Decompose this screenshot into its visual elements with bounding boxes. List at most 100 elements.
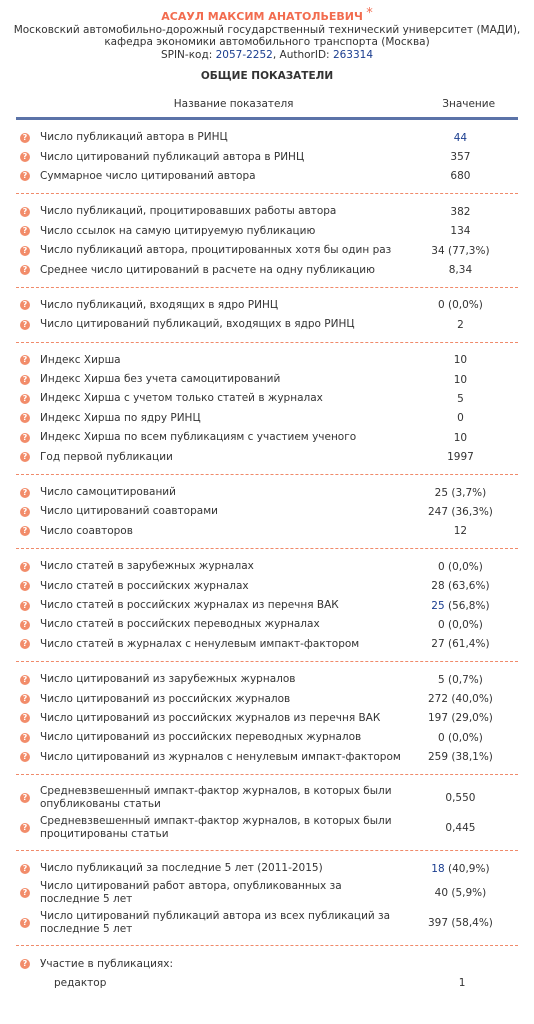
help-icon[interactable]	[20, 581, 30, 592]
label: редактор	[54, 976, 107, 989]
help-icon[interactable]	[20, 888, 30, 899]
share: (56,8%)	[448, 599, 490, 612]
row: Число публикаций за последние 5 лет (201…	[16, 859, 518, 878]
help-icon[interactable]	[20, 674, 30, 685]
help-icon[interactable]	[20, 171, 30, 182]
share: (0,0%)	[448, 560, 483, 573]
value: 34	[431, 244, 445, 257]
value-cell: 247 (36,3%)	[403, 506, 518, 518]
mark: *	[366, 6, 373, 21]
help-icon[interactable]	[20, 639, 30, 650]
help-icon[interactable]	[20, 752, 30, 763]
label: Число цитирований публикаций автора из в…	[40, 910, 391, 936]
row: Число цитирований из зарубежных журналов…	[16, 670, 518, 689]
row: Число цитирований соавторами 247 (36,3%)	[16, 502, 518, 521]
help-icon[interactable]	[20, 413, 30, 424]
value-cell: 680	[403, 170, 518, 182]
row: Число статей в российских журналах из пе…	[16, 596, 518, 615]
value: 8,34	[448, 264, 473, 277]
help-icon[interactable]	[20, 863, 30, 874]
help-icon[interactable]	[20, 393, 30, 404]
help-icon[interactable]	[20, 245, 30, 256]
value-cell: 134	[403, 225, 518, 237]
value: 1997	[447, 451, 474, 464]
value: 0,445	[445, 821, 476, 834]
value-cell: 0 (0,0%)	[403, 561, 518, 573]
label: Число цитирований из журналов с ненулевы…	[40, 750, 401, 763]
help-icon[interactable]	[20, 561, 30, 572]
help-icon[interactable]	[20, 300, 30, 311]
value[interactable]: 25	[431, 599, 445, 612]
author-name[interactable]: АСАУЛ МАКСИМ АНАТОЛЬЕВИЧ	[161, 10, 363, 23]
value-cell: 12	[403, 525, 518, 537]
spin-label: SPIN-код:	[160, 48, 216, 61]
help-icon[interactable]	[20, 487, 30, 498]
author-label: , AuthorID:	[272, 48, 333, 61]
label: Индекс Хирша по ядру РИНЦ	[40, 411, 201, 424]
share: (38,1%)	[451, 751, 493, 764]
group: Число публикаций, входящих в ядро РИНЦ 0 …	[16, 288, 518, 343]
value: 272	[427, 693, 449, 706]
help-icon[interactable]	[20, 918, 30, 929]
row: Число публикаций, процитировавших работы…	[16, 202, 518, 221]
group: Число цитирований из зарубежных журналов…	[16, 662, 518, 775]
help-icon[interactable]	[20, 226, 30, 237]
value-cell: 5 (0,7%)	[403, 674, 518, 686]
label: Число статей в российских журналах из пе…	[40, 599, 339, 611]
row: Число статей в российских переводных жур…	[16, 615, 518, 634]
row: Число публикаций, входящих в ядро РИНЦ 0 …	[16, 296, 518, 315]
row: Число статей в зарубежных журналах 0 (0,0…	[16, 557, 518, 576]
row: Число публикаций автора, процитированных…	[16, 241, 518, 260]
row: редактор 1	[16, 974, 518, 993]
spin[interactable]: 2057-2252	[215, 48, 273, 61]
row: Индекс Хирша 10	[16, 351, 518, 370]
help-icon[interactable]	[20, 355, 30, 366]
value-cell: 25 (3,7%)	[403, 487, 518, 499]
help-icon[interactable]	[20, 506, 30, 517]
group: Участие в публикациях: редактор 1	[16, 946, 518, 1000]
value-cell: 27 (61,4%)	[403, 638, 518, 650]
group: Средневзвешенный импакт-фактор журналов,…	[16, 775, 518, 851]
help-icon[interactable]	[20, 619, 30, 630]
help-icon[interactable]	[20, 374, 30, 385]
label: Средневзвешенный импакт-фактор журналов,…	[40, 784, 392, 810]
help-icon[interactable]	[20, 432, 30, 443]
org-line: кафедра экономики автомобильного транспо…	[104, 36, 430, 48]
help-icon[interactable]	[20, 526, 30, 537]
share: (40,0%)	[451, 693, 493, 706]
label: Число цитирований соавторами	[40, 505, 218, 518]
value: 10	[453, 373, 468, 386]
row: Средневзвешенный импакт-фактор журналов,…	[16, 813, 518, 843]
value: 0,550	[445, 791, 476, 804]
help-icon[interactable]	[20, 822, 30, 833]
share: (3,7%)	[451, 486, 487, 499]
help-icon[interactable]	[20, 792, 30, 803]
help-icon[interactable]	[20, 694, 30, 705]
label: Число цитирований из российских журналов	[40, 692, 291, 705]
help-icon[interactable]	[20, 152, 30, 163]
help-icon[interactable]	[20, 713, 30, 724]
value-cell: 272 (40,0%)	[403, 693, 518, 705]
row: Среднее число цитирований в расчете на о…	[16, 260, 518, 279]
help-icon[interactable]	[20, 732, 30, 743]
help-icon[interactable]	[20, 265, 30, 276]
share: (58,4%)	[451, 917, 493, 930]
help-icon[interactable]	[20, 600, 30, 611]
help-icon[interactable]	[20, 206, 30, 217]
row: Число статей в журналах с ненулевым импа…	[16, 635, 518, 654]
value-cell: 0	[403, 412, 518, 424]
value: 134	[450, 225, 471, 238]
value-cell: 28 (63,6%)	[403, 580, 518, 592]
help-icon[interactable]	[20, 132, 30, 143]
org-line: Московский автомобильно-дорожный государ…	[13, 23, 521, 36]
help-icon[interactable]	[20, 959, 30, 970]
row: Число цитирований из российских переводн…	[16, 728, 518, 747]
value: 247	[427, 505, 449, 518]
value[interactable]: 44	[453, 131, 468, 144]
value[interactable]: 18	[431, 862, 445, 875]
help-icon[interactable]	[20, 319, 30, 330]
author-id[interactable]: 263314	[332, 48, 374, 61]
value-cell: 0 (0,0%)	[403, 619, 518, 631]
help-icon[interactable]	[20, 452, 30, 463]
value: 0	[437, 618, 445, 631]
